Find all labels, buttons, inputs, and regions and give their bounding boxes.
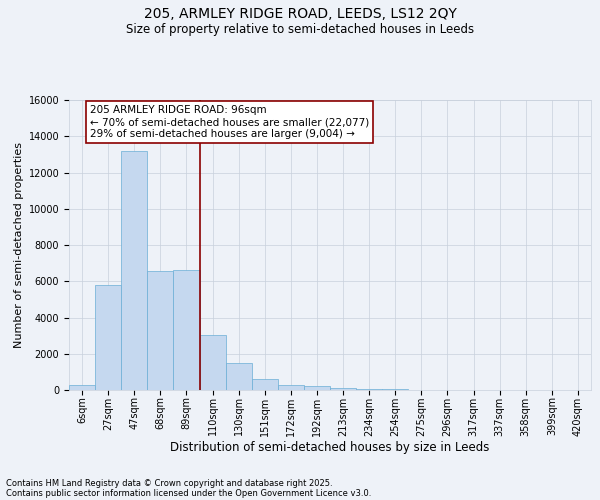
Bar: [226, 363, 252, 390]
Bar: [173, 270, 199, 390]
Text: 205, ARMLEY RIDGE ROAD, LEEDS, LS12 2QY: 205, ARMLEY RIDGE ROAD, LEEDS, LS12 2QY: [143, 8, 457, 22]
Bar: [330, 388, 356, 390]
Bar: [304, 386, 330, 390]
Text: Contains HM Land Registry data © Crown copyright and database right 2025.: Contains HM Land Registry data © Crown c…: [6, 478, 332, 488]
Bar: [69, 385, 95, 390]
Bar: [121, 151, 148, 390]
Bar: [278, 384, 304, 390]
Bar: [148, 272, 173, 390]
Bar: [252, 380, 278, 390]
Bar: [382, 388, 409, 390]
Bar: [199, 334, 226, 390]
Text: Contains public sector information licensed under the Open Government Licence v3: Contains public sector information licen…: [6, 488, 371, 498]
Text: Size of property relative to semi-detached houses in Leeds: Size of property relative to semi-detach…: [126, 22, 474, 36]
Y-axis label: Number of semi-detached properties: Number of semi-detached properties: [14, 142, 25, 348]
X-axis label: Distribution of semi-detached houses by size in Leeds: Distribution of semi-detached houses by …: [170, 442, 490, 454]
Bar: [356, 389, 382, 390]
Text: 205 ARMLEY RIDGE ROAD: 96sqm
← 70% of semi-detached houses are smaller (22,077)
: 205 ARMLEY RIDGE ROAD: 96sqm ← 70% of se…: [90, 106, 369, 138]
Bar: [95, 285, 121, 390]
